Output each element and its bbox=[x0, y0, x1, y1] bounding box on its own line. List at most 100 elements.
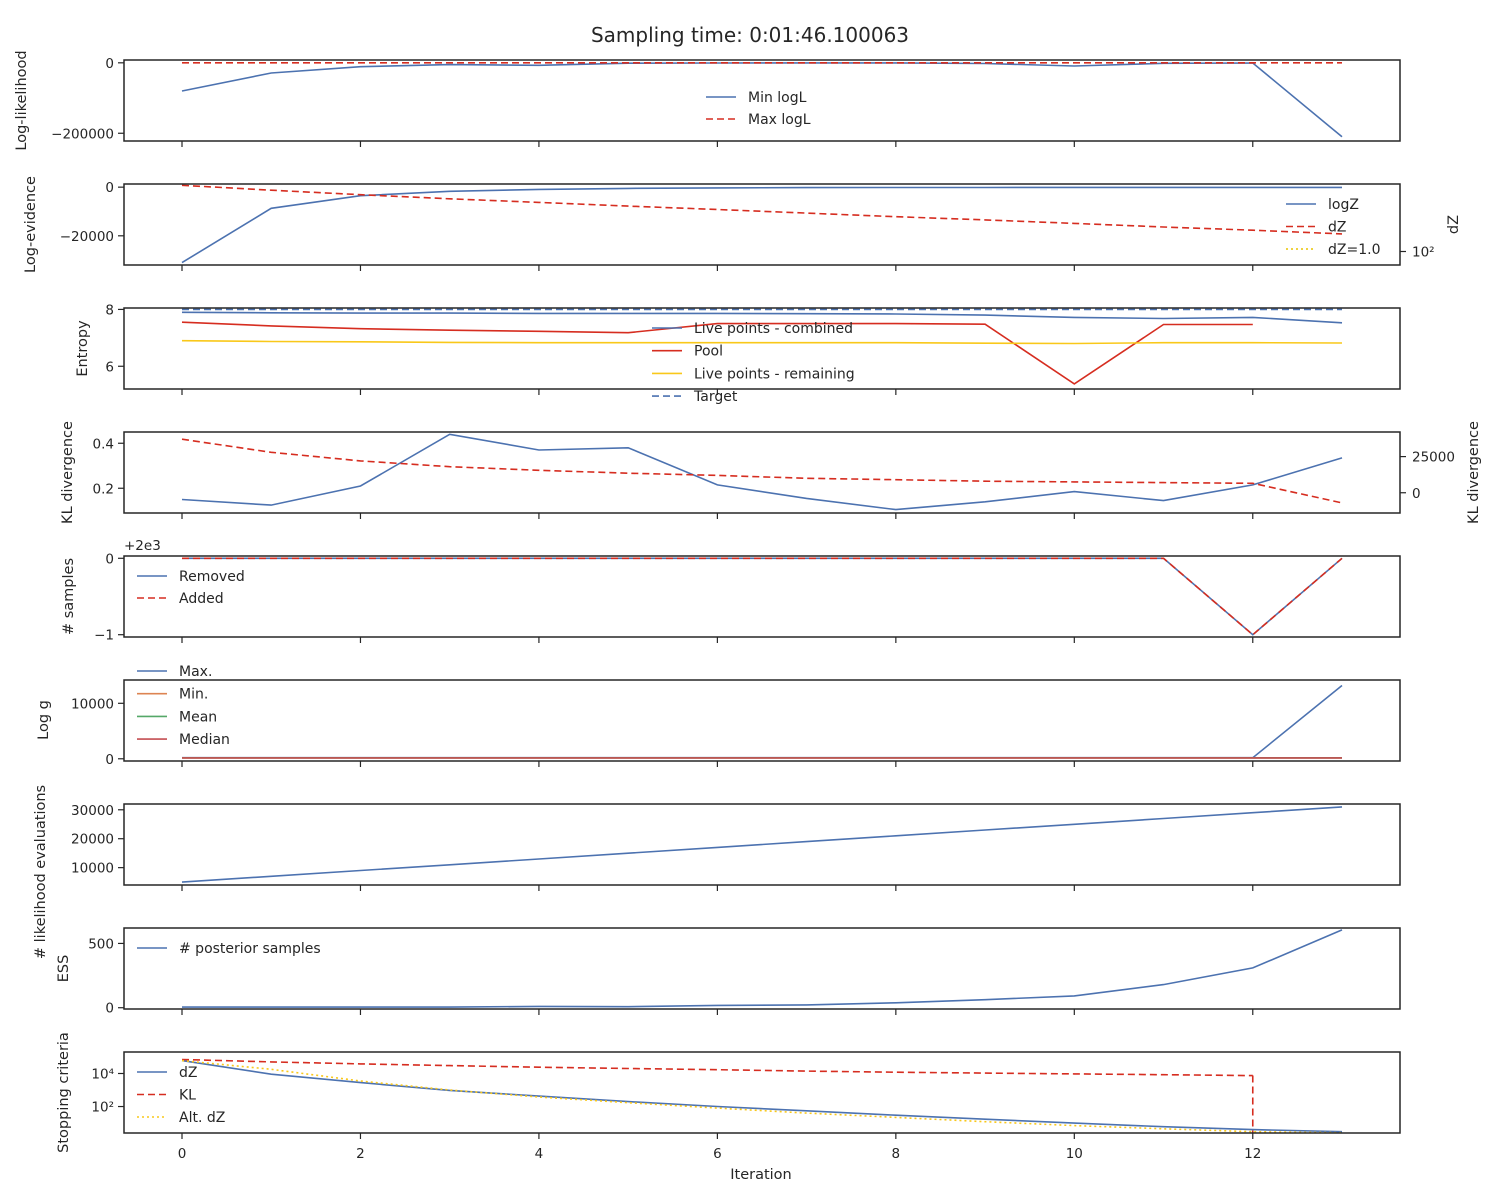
legend-entry: Alt. dZ bbox=[179, 1110, 225, 1126]
panel-6-legend: Max. Min. Mean Median bbox=[137, 664, 230, 748]
panel-8-series-1 bbox=[182, 929, 1343, 1008]
legend-entry: dZ bbox=[179, 1065, 197, 1081]
legend-entry: Min logL bbox=[748, 90, 807, 106]
panel-3-series-3 bbox=[181, 339, 1343, 345]
legend-entry: Live points - remaining bbox=[694, 366, 855, 382]
legend-entry: Min. bbox=[179, 687, 208, 703]
panel-6-frame bbox=[123, 679, 1401, 762]
panel-3-series-2 bbox=[181, 321, 1253, 385]
panel-9-series-1 bbox=[181, 1059, 1343, 1133]
panel-4-y2tick-label: 25000 bbox=[1412, 450, 1455, 466]
panel-5-ytick-label: 0 bbox=[105, 551, 114, 567]
panel-9: 10⁴ 10² Stopping criteria dZ KL Alt. dZ bbox=[56, 1032, 1401, 1153]
panel-8-ytick-label: 0 bbox=[105, 1001, 114, 1017]
panel-6-y-label: Log g bbox=[36, 700, 52, 740]
panel-4-y2-series-1 bbox=[181, 438, 1343, 504]
panel-4-plot-area bbox=[181, 433, 1343, 511]
panel-4-y2tick-label: 0 bbox=[1412, 486, 1421, 502]
x-axis-label: Iteration bbox=[730, 1167, 792, 1183]
panel-7: 30000 20000 10000 # likelihood evaluations bbox=[33, 785, 1401, 959]
legend-entry: KL bbox=[179, 1088, 196, 1104]
panel-8: 500 0 ESS # posterior samples bbox=[56, 927, 1401, 1017]
panel-3-frame bbox=[123, 307, 1401, 390]
panel-8-plot-area bbox=[182, 929, 1343, 1008]
panel-3-ytick-label: 8 bbox=[105, 302, 114, 318]
legend-entry: # posterior samples bbox=[179, 941, 321, 957]
x-axis: 0 2 4 6 8 10 12 bbox=[178, 1146, 1262, 1162]
panel-1-legend: Min logL Max logL bbox=[706, 90, 811, 128]
panel-9-series-2 bbox=[181, 1058, 1253, 1077]
panel-4-y2-label: KL divergence bbox=[1466, 421, 1482, 524]
legend-entry: logZ bbox=[1328, 197, 1359, 213]
legend-entry: Median bbox=[179, 732, 230, 748]
panel-5-y-label: # samples bbox=[61, 558, 77, 635]
panel-2-frame bbox=[123, 183, 1401, 266]
panel-8-ytick-label: 500 bbox=[88, 936, 114, 952]
panel-4-ytick-label: 0.2 bbox=[93, 481, 114, 497]
panel-1-frame bbox=[123, 59, 1401, 142]
panel-1-y-label: Log-likelihood bbox=[14, 50, 30, 150]
panel-4-frame bbox=[123, 431, 1401, 514]
panel-2-y2-series-1 bbox=[181, 184, 1343, 235]
panel-2-ytick-label: 0 bbox=[105, 180, 114, 196]
panel-1-plot-area bbox=[181, 61, 1343, 138]
xtick-label: 4 bbox=[535, 1146, 544, 1162]
panel-5-offset-label: +2e3 bbox=[124, 538, 161, 554]
panel-7-ytick-label: 20000 bbox=[71, 832, 114, 848]
panel-3-y-label: Entropy bbox=[75, 320, 91, 377]
legend-entry: Removed bbox=[179, 569, 245, 585]
xtick-label: 10 bbox=[1066, 1146, 1083, 1162]
panel-1-ytick-label: −200000 bbox=[51, 126, 114, 142]
panel-2-legend: logZ dZ dZ=1.0 bbox=[1286, 197, 1380, 258]
panel-2-plot-area bbox=[181, 184, 1343, 264]
panel-5-legend: Removed Added bbox=[137, 569, 245, 607]
panel-1: 0 −200000 Log-likelihood Min logL Max logL bbox=[14, 50, 1401, 151]
legend-entry: Max. bbox=[179, 664, 212, 680]
panel-2-y2tick-label: 10² bbox=[1412, 245, 1435, 261]
legend-entry: Target bbox=[693, 389, 738, 405]
figure-title: Sampling time: 0:01:46.100063 bbox=[591, 23, 909, 47]
panel-8-legend: # posterior samples bbox=[137, 941, 321, 957]
panel-9-y-label: Stopping criteria bbox=[56, 1032, 72, 1153]
legend-entry: dZ=1.0 bbox=[1328, 242, 1380, 258]
panel-5: 0 −1 +2e3 # samples Removed Added bbox=[61, 538, 1401, 644]
panel-7-y-label: # likelihood evaluations bbox=[33, 785, 49, 959]
xtick-label: 0 bbox=[178, 1146, 187, 1162]
panel-9-frame bbox=[123, 1051, 1401, 1134]
panel-6-ytick-label: 0 bbox=[105, 752, 114, 768]
legend-entry: Mean bbox=[179, 709, 217, 725]
panel-2-ytick-label: −20000 bbox=[60, 229, 114, 245]
panel-4-series-1 bbox=[181, 433, 1343, 511]
panel-7-plot-area bbox=[181, 806, 1343, 883]
panel-1-series-1 bbox=[181, 62, 1343, 138]
panel-3-legend: Live points - combined Pool Live points - … bbox=[652, 321, 855, 405]
panel-6: 10000 0 Log g Max. Min. Mean Median bbox=[36, 664, 1401, 768]
panel-8-y-label: ESS bbox=[56, 955, 72, 983]
panel-9-ytick-label: 10⁴ bbox=[91, 1066, 114, 1082]
panel-4: 0.4 0.2 25000 0 KL divergence KL divergence bbox=[60, 421, 1482, 524]
panel-9-ytick-label: 10² bbox=[91, 1100, 114, 1116]
panel-6-plot-area bbox=[182, 684, 1343, 759]
panel-2: 0 −20000 10² dZ Log-evidence logZ dZ dZ=1.0 bbox=[23, 176, 1462, 273]
panel-5-plot-area bbox=[182, 557, 1343, 636]
panel-5-ytick-label: −1 bbox=[94, 628, 114, 644]
panel-7-frame bbox=[123, 803, 1401, 886]
panel-5-frame bbox=[123, 555, 1401, 638]
panel-3-series-1 bbox=[181, 311, 1343, 324]
panel-6-ytick-label: 10000 bbox=[71, 696, 114, 712]
xtick-label: 2 bbox=[356, 1146, 365, 1162]
panel-2-y-label: Log-evidence bbox=[23, 176, 39, 273]
panel-8-frame bbox=[123, 927, 1401, 1010]
panel-7-ytick-label: 10000 bbox=[71, 861, 114, 877]
legend-entry: Pool bbox=[694, 344, 723, 360]
panel-3-ytick-label: 6 bbox=[105, 359, 114, 375]
panel-7-ytick-label: 30000 bbox=[71, 803, 114, 819]
panel-3: 8 6 Entropy Live points - combinedPoolLive … bbox=[75, 302, 1401, 405]
legend-entry: Max logL bbox=[748, 112, 811, 128]
legend-entry: dZ bbox=[1328, 220, 1346, 236]
xtick-label: 8 bbox=[892, 1146, 901, 1162]
panel-7-series-1 bbox=[181, 806, 1343, 883]
panel-9-plot-area bbox=[181, 1058, 1343, 1134]
